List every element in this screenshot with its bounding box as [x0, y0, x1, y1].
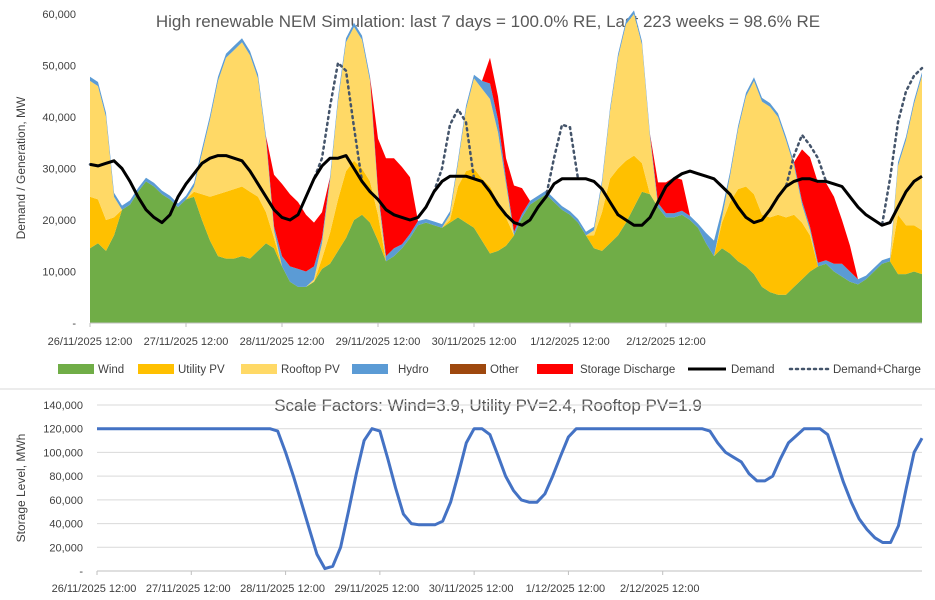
storage-x-tick: 26/11/2025 12:00: [52, 583, 137, 595]
storage-y-tick: -: [79, 566, 83, 578]
storage-chart: Scale Factors: Wind=3.9, Utility PV=2.4,…: [14, 396, 922, 595]
generation-x-tick: 2/12/2025 12:00: [626, 336, 706, 348]
legend-swatch-other: [450, 364, 486, 374]
legend-label-hydro: Hydro: [398, 364, 429, 376]
legend-label-demand: Demand: [731, 364, 774, 376]
legend-label-storage: Storage Discharge: [580, 364, 675, 376]
generation-y-tick: 60,000: [42, 9, 76, 21]
legend-swatch-utility-pv: [138, 364, 174, 374]
generation-x-tick: 26/11/2025 12:00: [48, 336, 133, 348]
storage-x-ticks: 26/11/2025 12:00 27/11/2025 12:00 28/11/20…: [52, 571, 700, 595]
generation-x-tick: 30/11/2025 12:00: [432, 336, 517, 348]
generation-y-tick: 20,000: [42, 215, 76, 227]
storage-y-tick: 120,000: [43, 424, 83, 436]
generation-y-tick: -: [72, 318, 76, 330]
generation-chart: High renewable NEM Simulation: last 7 da…: [14, 9, 922, 348]
legend-swatch-hydro: [352, 364, 388, 374]
storage-x-tick: 2/12/2025 12:00: [620, 583, 700, 595]
storage-y-tick: 140,000: [43, 400, 83, 412]
generation-chart-title: High renewable NEM Simulation: last 7 da…: [156, 12, 820, 31]
storage-y-tick: 100,000: [43, 447, 83, 459]
generation-y-axis-label: Demand / Generation, MW: [14, 96, 28, 239]
storage-y-axis-label: Storage Level, MWh: [14, 434, 28, 543]
storage-y-tick: 80,000: [49, 471, 83, 483]
generation-legend: Wind Utility PV Rooftop PV Hydro Other S…: [58, 364, 921, 376]
generation-y-tick: 50,000: [42, 61, 76, 73]
storage-y-tick: 20,000: [49, 542, 83, 554]
generation-x-tick: 27/11/2025 12:00: [144, 336, 229, 348]
storage-x-tick: 27/11/2025 12:00: [146, 583, 231, 595]
generation-x-tick: 1/12/2025 12:00: [530, 336, 610, 348]
generation-areas: [90, 10, 922, 323]
generation-x-tick: 29/11/2025 12:00: [336, 336, 421, 348]
legend-swatch-storage: [537, 364, 573, 374]
storage-x-tick: 1/12/2025 12:00: [526, 583, 606, 595]
legend-label-demand-charge: Demand+Charge: [833, 364, 921, 376]
generation-y-tick: 10,000: [42, 267, 76, 279]
storage-y-tick: 60,000: [49, 495, 83, 507]
generation-y-tick: 40,000: [42, 112, 76, 124]
generation-x-ticks: 26/11/2025 12:00 27/11/2025 12:00 28/11/20…: [48, 323, 706, 348]
storage-y-tick: 40,000: [49, 519, 83, 531]
legend-label-other: Other: [490, 364, 519, 376]
generation-y-ticks: - 10,000 20,000 30,000 40,000 50,000 60,000: [42, 9, 76, 330]
legend-label-rooftop-pv: Rooftop PV: [281, 364, 340, 376]
storage-x-tick: 29/11/2025 12:00: [334, 583, 419, 595]
storage-y-ticks: - 20,000 40,000 60,000 80,000 100,000 120,000 1…: [43, 400, 83, 578]
legend-label-wind: Wind: [98, 364, 124, 376]
legend-swatch-wind: [58, 364, 94, 374]
legend-swatch-rooftop-pv: [241, 364, 277, 374]
legend-label-utility-pv: Utility PV: [178, 364, 225, 376]
generation-x-tick: 28/11/2025 12:00: [240, 336, 325, 348]
storage-x-tick: 28/11/2025 12:00: [240, 583, 325, 595]
generation-y-tick: 30,000: [42, 164, 76, 176]
storage-x-tick: 30/11/2025 12:00: [429, 583, 514, 595]
